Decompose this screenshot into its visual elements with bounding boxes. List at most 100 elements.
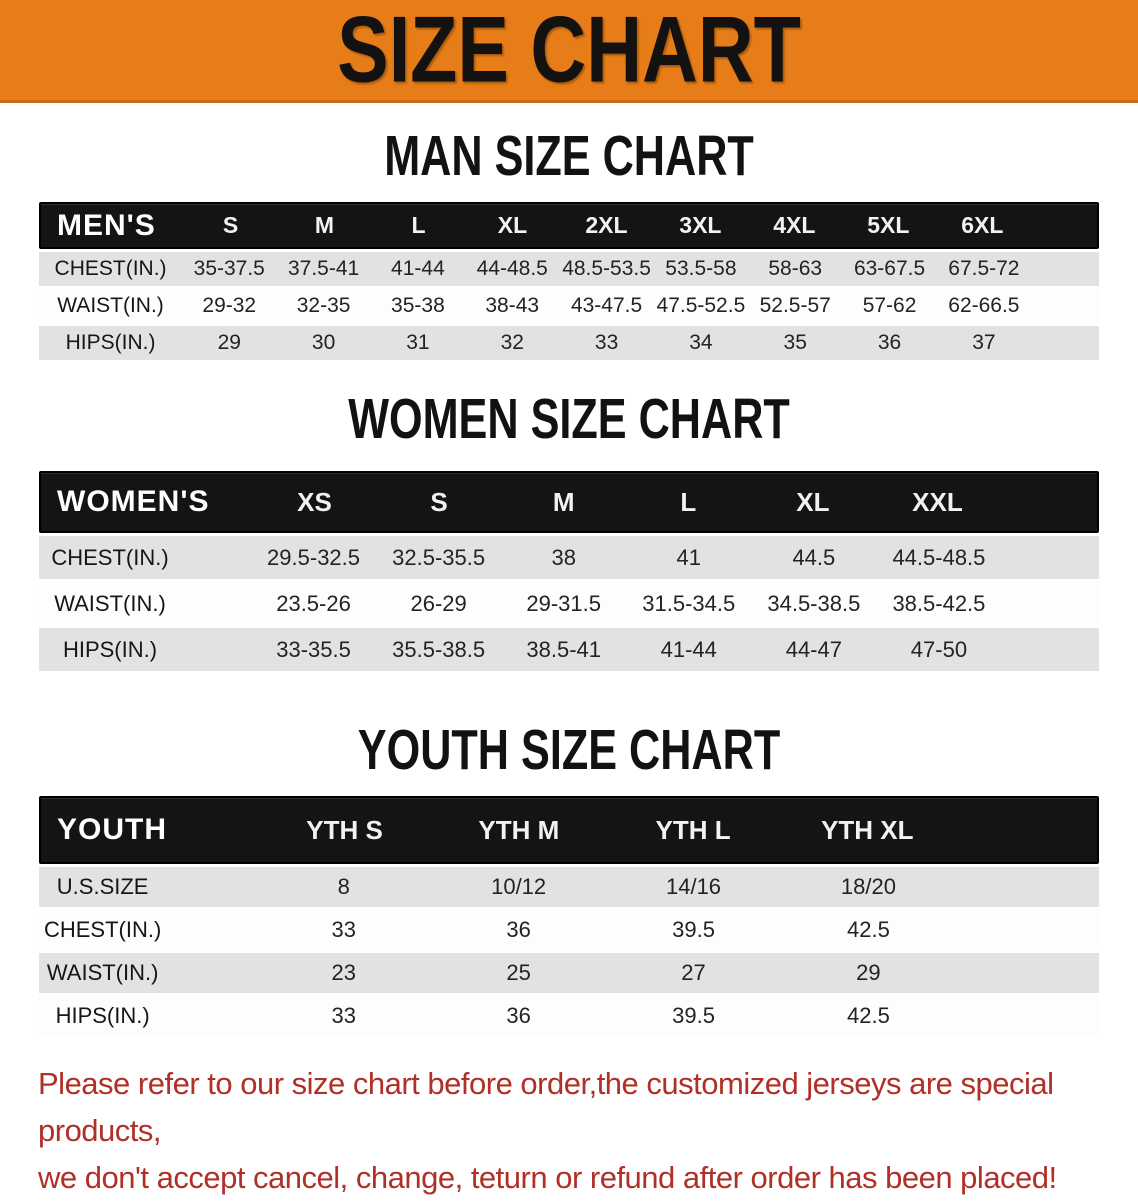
size-value-cell: 35 bbox=[783, 331, 807, 354]
table-row-waist: WAIST(IN.) 23.5-26 26-29 29-31.5 31.5-34… bbox=[39, 582, 1099, 625]
size-value-cell: 39.5 bbox=[672, 917, 715, 942]
size-value-cell: 44-47 bbox=[785, 636, 842, 662]
size-value-cell: 32-35 bbox=[296, 294, 351, 317]
men-chart-heading: MAN SIZE CHART bbox=[384, 124, 754, 188]
men-table-header-row: MEN'S S M L XL 2XL 3XL 4XL 5XL 6XL bbox=[39, 202, 1099, 249]
size-value-cell: 36 bbox=[877, 331, 902, 354]
table-row-waist: WAIST(IN.) 23 25 27 29 bbox=[39, 953, 1099, 993]
size-value-cell: 23 bbox=[331, 960, 356, 985]
disclaimer-note: Please refer to our size chart before or… bbox=[0, 1060, 1138, 1201]
size-value-cell: 38.5-41 bbox=[526, 636, 601, 662]
size-value-cell: 44-48.5 bbox=[476, 257, 548, 280]
size-value-cell: 25 bbox=[506, 960, 531, 985]
youth-chart-heading: YOUTH SIZE CHART bbox=[357, 718, 781, 782]
row-label: CHEST(IN.) bbox=[43, 917, 162, 942]
size-column-header: S bbox=[430, 486, 448, 517]
women-table-title: WOMEN'S bbox=[57, 485, 210, 518]
size-value-cell: 29.5-32.5 bbox=[267, 544, 361, 570]
size-column-header: L bbox=[680, 486, 697, 517]
size-value-cell: 26-29 bbox=[410, 590, 467, 616]
row-label: HIPS(IN.) bbox=[55, 1003, 150, 1028]
size-value-cell: 52.5-57 bbox=[759, 294, 831, 317]
size-column-header: 2XL bbox=[585, 212, 628, 238]
size-value-cell: 34 bbox=[689, 331, 713, 354]
size-column-header: 5XL bbox=[867, 212, 910, 238]
size-value-cell: 41-44 bbox=[391, 257, 445, 280]
youth-table-header-row: YOUTH YTH S YTH M YTH L YTH XL bbox=[39, 796, 1099, 864]
size-value-cell: 29 bbox=[856, 960, 881, 985]
size-value-cell: 33-35.5 bbox=[276, 636, 351, 662]
size-value-cell: 47-50 bbox=[910, 636, 968, 662]
size-column-header: L bbox=[411, 212, 426, 238]
size-value-cell: 36 bbox=[506, 1003, 531, 1028]
youth-table-title: YOUTH bbox=[57, 813, 167, 846]
size-value-cell: 58-63 bbox=[768, 257, 823, 280]
row-label: CHEST(IN.) bbox=[51, 544, 169, 570]
women-table-header-row: WOMEN'S XS S M L XL XXL bbox=[39, 471, 1099, 533]
size-value-cell: 62-66.5 bbox=[948, 294, 1020, 317]
row-label: WAIST(IN.) bbox=[54, 590, 166, 616]
size-value-cell: 29-31.5 bbox=[526, 590, 601, 616]
size-column-header: YTH S bbox=[306, 814, 383, 845]
size-value-cell: 47.5-52.5 bbox=[656, 294, 746, 317]
size-value-cell: 8 bbox=[337, 874, 350, 899]
size-column-header: XXL bbox=[912, 486, 963, 517]
size-value-cell: 37.5-41 bbox=[287, 257, 360, 280]
size-value-cell: 32.5-35.5 bbox=[392, 544, 486, 570]
size-value-cell: 57-62 bbox=[862, 294, 917, 317]
women-size-table: WOMEN'S XS S M L XL XXL CHEST(IN.) 29.5-… bbox=[39, 471, 1099, 671]
size-column-header: 6XL bbox=[961, 212, 1004, 238]
disclaimer-line-1: Please refer to our size chart before or… bbox=[38, 1066, 1054, 1148]
size-value-cell: 67.5-72 bbox=[948, 257, 1020, 280]
size-column-header: YTH L bbox=[655, 814, 731, 845]
row-label: CHEST(IN.) bbox=[54, 257, 167, 280]
table-row-hips: HIPS(IN.) 29 30 31 32 33 34 35 36 37 bbox=[39, 326, 1099, 360]
size-column-header: XS bbox=[297, 486, 332, 517]
size-column-header: XL bbox=[796, 486, 830, 517]
size-value-cell: 48.5-53.5 bbox=[562, 257, 651, 280]
table-row-hips: HIPS(IN.) 33-35.5 35.5-38.5 38.5-41 41-4… bbox=[39, 628, 1099, 671]
size-value-cell: 29 bbox=[217, 331, 241, 354]
size-value-cell: 27 bbox=[681, 960, 706, 985]
size-value-cell: 41-44 bbox=[660, 636, 717, 662]
row-label: WAIST(IN.) bbox=[46, 960, 159, 985]
size-value-cell: 18/20 bbox=[840, 874, 896, 899]
size-value-cell: 36 bbox=[506, 917, 531, 942]
size-value-cell: 29-32 bbox=[202, 294, 257, 317]
size-value-cell: 30 bbox=[311, 331, 336, 354]
size-value-cell: 63-67.5 bbox=[853, 257, 926, 280]
size-value-cell: 35-38 bbox=[391, 294, 445, 317]
title-banner: SIZE CHART bbox=[0, 0, 1138, 103]
size-value-cell: 35-37.5 bbox=[193, 257, 265, 280]
row-label: HIPS(IN.) bbox=[62, 636, 158, 662]
size-value-cell: 38.5-42.5 bbox=[892, 590, 986, 616]
size-value-cell: 33 bbox=[331, 917, 356, 942]
size-value-cell: 44.5-48.5 bbox=[892, 544, 986, 570]
women-chart-heading: WOMEN SIZE CHART bbox=[348, 387, 790, 451]
row-label: WAIST(IN.) bbox=[57, 294, 164, 317]
table-row-chest: CHEST(IN.) 33 36 39.5 42.5 bbox=[39, 910, 1099, 950]
table-row-chest: CHEST(IN.) 29.5-32.5 32.5-35.5 38 41 44.… bbox=[39, 536, 1099, 579]
size-value-cell: 33 bbox=[594, 331, 619, 354]
size-value-cell: 23.5-26 bbox=[276, 590, 351, 616]
size-column-header: 3XL bbox=[679, 212, 722, 238]
size-value-cell: 31.5-34.5 bbox=[642, 590, 736, 616]
size-value-cell: 42.5 bbox=[847, 1003, 890, 1028]
size-value-cell: 32 bbox=[500, 331, 524, 354]
youth-size-table: YOUTH YTH S YTH M YTH L YTH XL U.S.SIZE … bbox=[39, 796, 1099, 1036]
size-column-header: 4XL bbox=[773, 212, 816, 238]
size-value-cell: 44.5 bbox=[792, 544, 836, 570]
size-value-cell: 33 bbox=[331, 1003, 356, 1028]
table-row-waist: WAIST(IN.) 29-32 32-35 35-38 38-43 43-47… bbox=[39, 289, 1099, 323]
size-column-header: M bbox=[314, 212, 335, 238]
size-value-cell: 42.5 bbox=[847, 917, 890, 942]
size-value-cell: 38-43 bbox=[485, 294, 540, 317]
table-row-chest: CHEST(IN.) 35-37.5 37.5-41 41-44 44-48.5… bbox=[39, 252, 1099, 286]
size-value-cell: 38 bbox=[551, 544, 576, 570]
size-column-header: YTH XL bbox=[821, 814, 914, 845]
size-value-cell: 39.5 bbox=[672, 1003, 715, 1028]
men-size-table: MEN'S S M L XL 2XL 3XL 4XL 5XL 6XL CHEST… bbox=[39, 202, 1099, 360]
table-row-hips: HIPS(IN.) 33 36 39.5 42.5 bbox=[39, 996, 1099, 1036]
size-value-cell: 14/16 bbox=[665, 874, 722, 899]
size-value-cell: 43-47.5 bbox=[570, 294, 643, 317]
